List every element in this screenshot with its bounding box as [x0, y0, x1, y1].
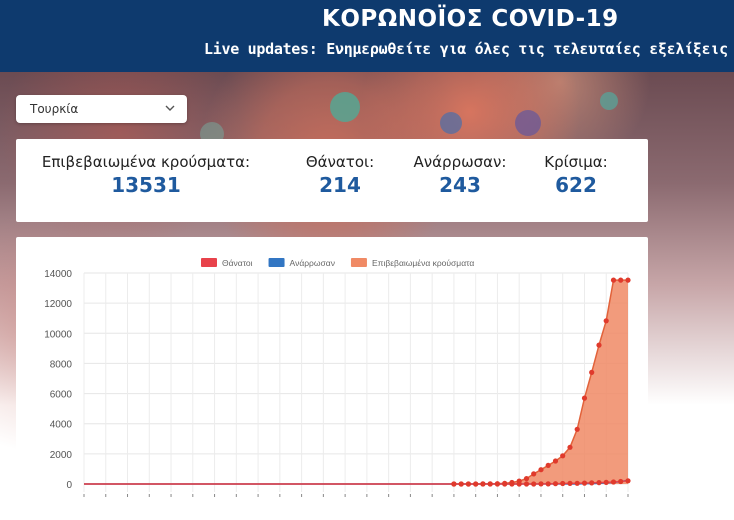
chart-legend: Θάνατοι Ανάρρωσαν Επιβεβαιωμένα κρούσματα — [201, 258, 474, 268]
data-point-confirmed — [567, 444, 573, 450]
legend-label: Επιβεβαιωμένα κρούσματα — [372, 258, 474, 268]
data-point-deaths — [458, 481, 464, 487]
stat-confirmed-label: Επιβεβαιωμένα κρούσματα: — [41, 153, 251, 171]
data-point-deaths — [516, 481, 522, 487]
data-point-deaths — [473, 481, 479, 487]
series-line-deaths — [84, 480, 629, 485]
chart-areas — [84, 279, 629, 485]
data-point-confirmed — [618, 277, 624, 283]
stat-recovered-label: Ανάρρωσαν: — [413, 153, 507, 171]
page-title: ΚΟΡΩΝΟΪΟΣ COVID-19 — [322, 6, 619, 32]
data-point-deaths — [560, 480, 566, 487]
virus-particle — [515, 110, 541, 136]
page-header: ΚΟΡΩΝΟΪΟΣ COVID-19 Live updates: Ενημερω… — [0, 0, 734, 72]
virus-particle — [330, 92, 360, 122]
data-point-confirmed — [523, 476, 530, 482]
data-point-confirmed — [574, 426, 580, 432]
data-point-deaths — [545, 481, 551, 487]
data-point-confirmed — [625, 277, 631, 283]
data-point-deaths — [596, 480, 602, 486]
data-point-deaths — [480, 481, 486, 487]
data-point-deaths — [531, 481, 537, 487]
page-subtitle: Live updates: Ενημερωθείτε για όλες τις … — [204, 40, 728, 58]
virus-particle — [600, 92, 618, 110]
data-point-deaths — [610, 479, 617, 485]
stat-recovered: Ανάρρωσαν: 243 — [400, 153, 520, 197]
data-point-deaths — [502, 481, 508, 487]
stat-deaths-label: Θάνατοι: — [305, 153, 375, 171]
data-point-deaths — [552, 481, 559, 487]
chart-points — [451, 277, 631, 487]
stat-critical-value: 622 — [555, 173, 597, 197]
legend-label: Ανάρρωσαν — [290, 258, 335, 268]
y-axis: 0 2000 4000 6000 8000 10000 12000 14000 — [44, 269, 72, 491]
y-tick-label: 2000 — [50, 450, 73, 461]
data-point-confirmed — [538, 467, 544, 473]
virus-particle — [440, 112, 462, 134]
chart-grid — [83, 272, 629, 497]
legend-swatch — [268, 258, 285, 267]
y-tick-label: 10000 — [44, 329, 72, 340]
data-point-deaths — [603, 479, 609, 485]
data-point-deaths — [509, 481, 515, 487]
stat-deaths-value: 214 — [319, 173, 361, 197]
y-tick-label: 14000 — [44, 269, 72, 280]
legend-swatch — [350, 258, 367, 267]
y-tick-label: 0 — [66, 480, 72, 491]
data-point-confirmed — [545, 462, 551, 468]
country-select-value: Τουρκία — [30, 102, 79, 116]
data-point-deaths — [465, 481, 471, 487]
stat-recovered-value: 243 — [439, 173, 481, 197]
y-tick-label: 4000 — [50, 420, 73, 431]
data-point-deaths — [487, 481, 493, 487]
stat-critical: Κρίσιμα: 622 — [531, 153, 621, 197]
data-point-confirmed — [610, 277, 617, 283]
data-point-confirmed — [560, 453, 566, 459]
data-point-deaths — [581, 480, 588, 486]
stat-deaths: Θάνατοι: 214 — [290, 153, 390, 197]
data-point-deaths — [567, 480, 573, 486]
data-point-deaths — [494, 481, 500, 487]
y-tick-label: 8000 — [50, 359, 73, 370]
y-tick-label: 6000 — [50, 390, 73, 401]
data-point-confirmed — [531, 471, 537, 477]
series-area-confirmed — [84, 280, 628, 484]
data-point-confirmed — [581, 395, 588, 401]
legend-label: Θάνατοι — [222, 258, 253, 268]
data-point-deaths — [451, 481, 457, 487]
data-point-deaths — [625, 478, 631, 484]
legend-swatch — [201, 258, 217, 267]
data-point-confirmed — [552, 458, 559, 464]
chart-panel: 0 2000 4000 6000 8000 10000 12000 14000 Θάνατοι… — [16, 237, 648, 516]
cases-chart: 0 2000 4000 6000 8000 10000 12000 14000 Θάνατοι… — [44, 258, 631, 497]
y-tick-label: 12000 — [44, 299, 72, 310]
data-point-confirmed — [596, 342, 602, 348]
data-point-deaths — [618, 478, 624, 485]
stat-critical-label: Κρίσιμα: — [544, 153, 608, 171]
stat-confirmed-value: 13531 — [111, 173, 181, 197]
data-point-confirmed — [603, 318, 609, 324]
data-point-deaths — [523, 481, 530, 487]
data-point-deaths — [589, 480, 595, 486]
data-point-deaths — [574, 480, 580, 486]
country-select[interactable]: Τουρκία — [16, 95, 187, 123]
data-point-deaths — [538, 481, 544, 487]
stat-confirmed: Επιβεβαιωμένα κρούσματα: 13531 — [36, 153, 256, 197]
data-point-confirmed — [589, 369, 595, 375]
stats-panel: Επιβεβαιωμένα κρούσματα: 13531 Θάνατοι: … — [16, 139, 648, 222]
chevron-down-icon — [165, 95, 175, 134]
